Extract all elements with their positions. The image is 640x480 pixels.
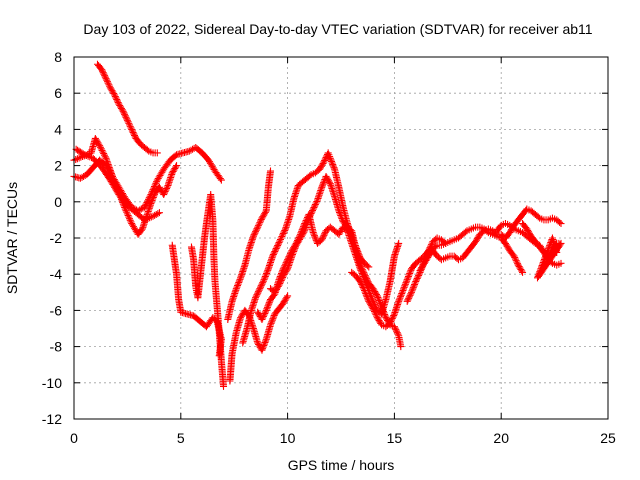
y-tick-label: -4 — [50, 266, 63, 282]
plus-marker-track-8 — [224, 167, 275, 323]
plus-marker-track-16 — [519, 220, 565, 282]
y-tick-label: -10 — [42, 375, 62, 391]
x-tick-label: 15 — [387, 430, 403, 446]
plus-marker-track-11 — [254, 210, 403, 323]
series-track-1 — [93, 60, 161, 157]
x-tick-label: 25 — [600, 430, 616, 446]
series-track-11 — [254, 210, 403, 323]
y-tick-label: 6 — [54, 85, 62, 101]
y-tick-label: 0 — [54, 194, 62, 210]
y-tick-label: 2 — [54, 158, 62, 174]
plus-marker-track-7 — [226, 292, 292, 385]
x-tick-label: 20 — [493, 430, 509, 446]
series-track-6 — [187, 191, 228, 390]
series-track-16 — [519, 220, 565, 282]
chart-title: Day 103 of 2022, Sidereal Day-to-day VTE… — [83, 21, 592, 37]
x-tick-label: 0 — [70, 430, 78, 446]
plus-marker-track-14 — [416, 223, 527, 276]
data-markers — [70, 60, 565, 390]
x-tick-label: 5 — [177, 430, 185, 446]
y-tick-label: 8 — [54, 49, 62, 65]
y-tick-labels: -12 -10 -8 -6 -4 -2 0 2 4 6 8 — [42, 49, 62, 427]
y-tick-label: -8 — [50, 339, 63, 355]
plus-marker-track-6 — [187, 191, 228, 390]
y-tick-label: -12 — [42, 411, 62, 427]
series-track-12 — [348, 234, 450, 331]
plus-marker-track-4 — [72, 145, 163, 224]
y-axis-label: SDTVAR / TECUs — [4, 182, 20, 294]
y-tick-label: 4 — [54, 121, 62, 137]
plus-marker-track-3 — [70, 134, 181, 238]
series-track-3 — [70, 134, 181, 238]
y-tick-label: -6 — [50, 302, 63, 318]
x-tick-labels: 0 5 10 15 20 25 — [70, 430, 616, 446]
y-tick-label: -2 — [50, 230, 63, 246]
series-track-14 — [416, 223, 527, 276]
series-track-8 — [224, 167, 275, 323]
x-tick-label: 10 — [280, 430, 296, 446]
grid-lines — [74, 57, 608, 419]
x-axis-label: GPS time / hours — [288, 457, 395, 473]
series-track-4 — [72, 145, 163, 224]
plus-marker-track-12 — [348, 234, 450, 331]
series-track-7 — [226, 292, 292, 385]
plus-marker-track-1 — [93, 60, 161, 157]
axis-ticks — [73, 56, 609, 420]
